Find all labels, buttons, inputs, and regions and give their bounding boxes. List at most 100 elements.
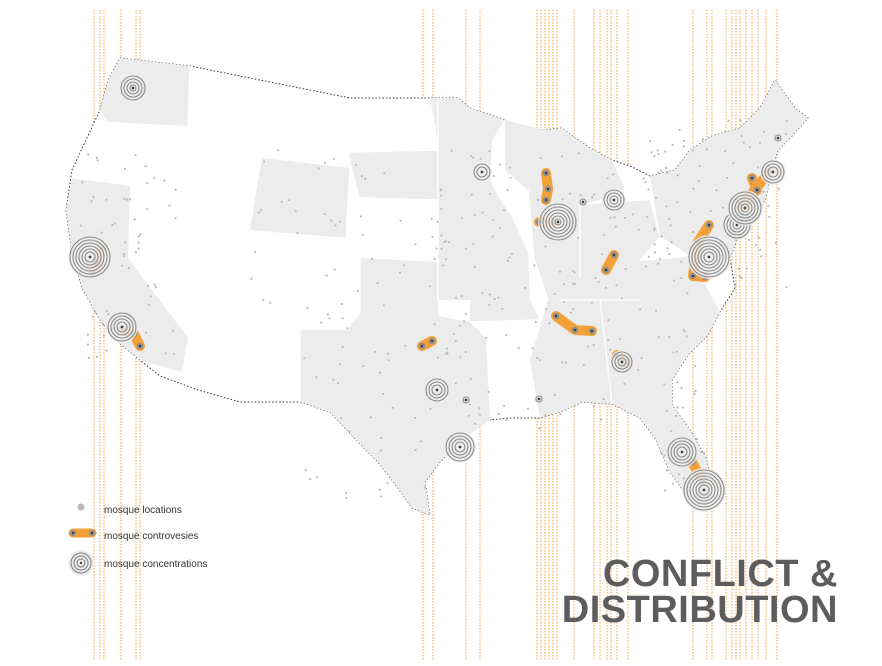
location-dot <box>675 350 679 353</box>
location-dot <box>647 255 650 259</box>
location-dot <box>379 437 383 440</box>
location-dot <box>571 269 574 272</box>
location-dot <box>597 280 600 283</box>
concentration-ring <box>123 78 143 98</box>
mosque-location-dots <box>79 119 789 499</box>
location-dot <box>670 430 673 433</box>
concentration-ring <box>548 212 568 232</box>
controversy-node-center <box>547 188 549 190</box>
location-dot <box>647 188 650 191</box>
location-dot <box>725 176 729 179</box>
location-dot <box>680 387 683 390</box>
location-dot <box>505 419 508 422</box>
location-dot <box>259 209 262 212</box>
location-dot <box>509 176 512 179</box>
controversy-link <box>541 168 553 205</box>
location-dot <box>423 486 426 489</box>
location-dot <box>655 196 658 199</box>
location-dot <box>742 141 745 144</box>
location-dot <box>404 344 407 347</box>
location-dot <box>120 264 123 267</box>
location-dot <box>341 317 344 320</box>
concentration-center <box>88 255 92 259</box>
location-dot <box>123 167 127 170</box>
location-dot <box>640 357 643 360</box>
location-dot <box>538 427 541 430</box>
concentration-ring <box>606 192 622 208</box>
location-dot <box>573 282 577 286</box>
legend-label: mosque locations <box>104 504 182 516</box>
concentration-ring <box>75 242 105 272</box>
location-dot <box>758 236 761 239</box>
location-dot <box>448 241 451 244</box>
location-dot <box>758 141 762 144</box>
location-dot <box>676 174 679 177</box>
location-dot <box>440 207 443 210</box>
location-dot <box>592 405 595 408</box>
location-dot <box>86 333 89 336</box>
location-dot <box>539 157 542 160</box>
location-dot <box>676 406 679 409</box>
location-dot <box>100 231 103 234</box>
location-dot <box>105 198 108 201</box>
concentration-ring <box>695 481 713 499</box>
concentration-ring <box>614 354 630 370</box>
concentration-ring <box>761 160 785 184</box>
location-dot <box>768 215 771 218</box>
location-dot <box>697 179 700 183</box>
location-dot <box>128 198 131 201</box>
location-dot <box>785 119 789 122</box>
location-dot <box>691 149 695 152</box>
location-dot <box>592 193 596 196</box>
concentration-ring <box>78 245 102 269</box>
location-dot <box>559 413 562 416</box>
location-dot <box>692 187 695 190</box>
controversy-node-center <box>431 340 433 342</box>
location-dot <box>579 194 582 197</box>
location-dot <box>383 172 386 175</box>
controversy-node-center <box>545 199 547 201</box>
concentration-rings <box>424 377 450 403</box>
location-dot <box>364 177 367 180</box>
legend-controversies: mosque controvesies <box>64 522 199 550</box>
concentration-center <box>458 445 462 449</box>
location-dot <box>544 245 547 248</box>
location-dot <box>674 414 678 417</box>
location-dot <box>693 392 696 396</box>
location-dot <box>123 255 126 258</box>
location-dot <box>544 414 547 417</box>
concentration-rings <box>760 159 786 185</box>
location-dot <box>435 247 438 250</box>
location-dot <box>656 171 660 174</box>
location-dot <box>263 160 266 163</box>
location-dot <box>657 336 660 339</box>
location-dot <box>361 233 364 236</box>
location-dot <box>340 302 343 306</box>
concentration-rings <box>461 395 471 405</box>
location-dot <box>497 413 500 416</box>
location-dot <box>672 351 675 354</box>
concentration-center <box>435 388 439 392</box>
concentration-ring <box>700 248 718 266</box>
location-dot <box>668 253 671 256</box>
location-dot <box>754 244 757 247</box>
concentration-center <box>120 325 124 329</box>
location-dot <box>442 264 445 267</box>
location-dot <box>656 262 660 265</box>
location-dot <box>664 150 667 153</box>
location-dot <box>613 216 616 219</box>
location-dot <box>612 173 615 176</box>
location-dot <box>650 151 653 154</box>
location-dot <box>676 201 679 204</box>
location-dot <box>571 282 575 285</box>
location-dot <box>86 343 90 346</box>
location-dot <box>505 334 508 337</box>
concentration-rings <box>666 436 698 468</box>
controversy-node-center <box>613 254 615 256</box>
location-dot <box>497 296 500 299</box>
concentration-center <box>464 398 468 402</box>
concentration-rings <box>534 394 544 404</box>
location-dot <box>446 347 449 350</box>
location-dot <box>323 161 326 164</box>
location-dot <box>558 270 562 273</box>
